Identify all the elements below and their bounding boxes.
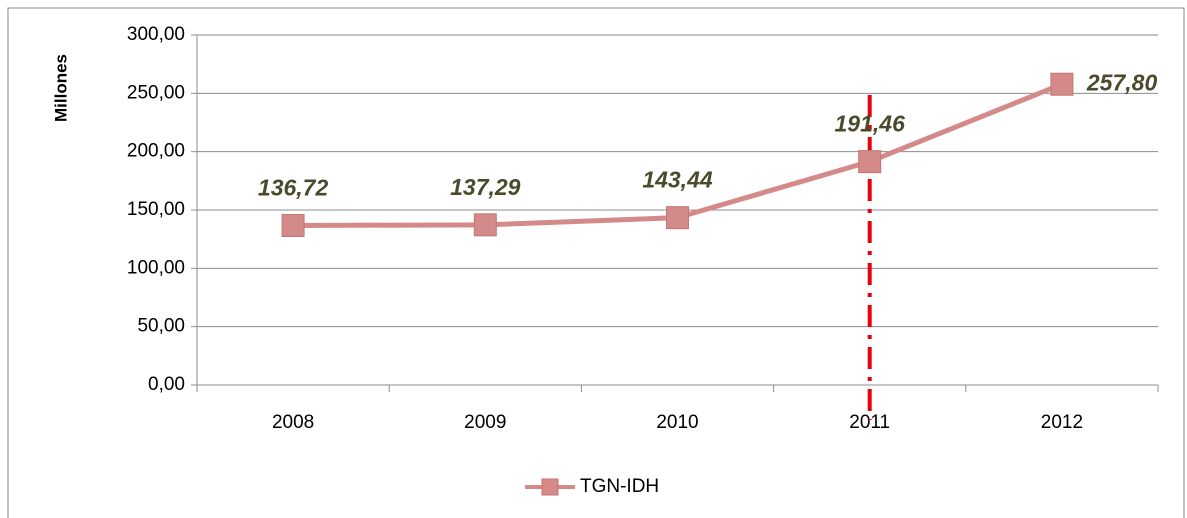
x-tick-label: 2008 bbox=[272, 412, 314, 433]
y-tick-label: 150,00 bbox=[127, 199, 185, 220]
x-tick-label: 2012 bbox=[1041, 412, 1083, 433]
y-tick-label: 100,00 bbox=[127, 257, 185, 278]
x-tick-label: 2009 bbox=[464, 412, 506, 433]
data-label: 257,80 bbox=[1086, 69, 1158, 95]
data-point bbox=[666, 206, 689, 230]
legend-marker bbox=[541, 478, 559, 496]
y-tick-label: 250,00 bbox=[127, 82, 185, 103]
data-point bbox=[281, 213, 305, 237]
y-tick-label: 200,00 bbox=[127, 141, 185, 162]
data-point bbox=[473, 213, 497, 237]
y-axis-label: Millones bbox=[51, 54, 70, 122]
data-label: 191,46 bbox=[835, 111, 906, 137]
y-tick-label: 300,00 bbox=[127, 24, 185, 45]
data-point bbox=[1050, 72, 1074, 96]
data-label: 137,29 bbox=[450, 174, 521, 200]
data-label: 143,44 bbox=[642, 167, 713, 193]
y-tick-label: 50,00 bbox=[137, 316, 185, 337]
data-label: 136,72 bbox=[258, 175, 329, 201]
legend-label: TGN-IDH bbox=[580, 476, 659, 497]
data-point bbox=[858, 150, 882, 174]
x-tick-label: 2011 bbox=[849, 412, 890, 433]
y-tick-label: 0,00 bbox=[148, 374, 185, 395]
x-tick-label: 2010 bbox=[656, 412, 698, 433]
